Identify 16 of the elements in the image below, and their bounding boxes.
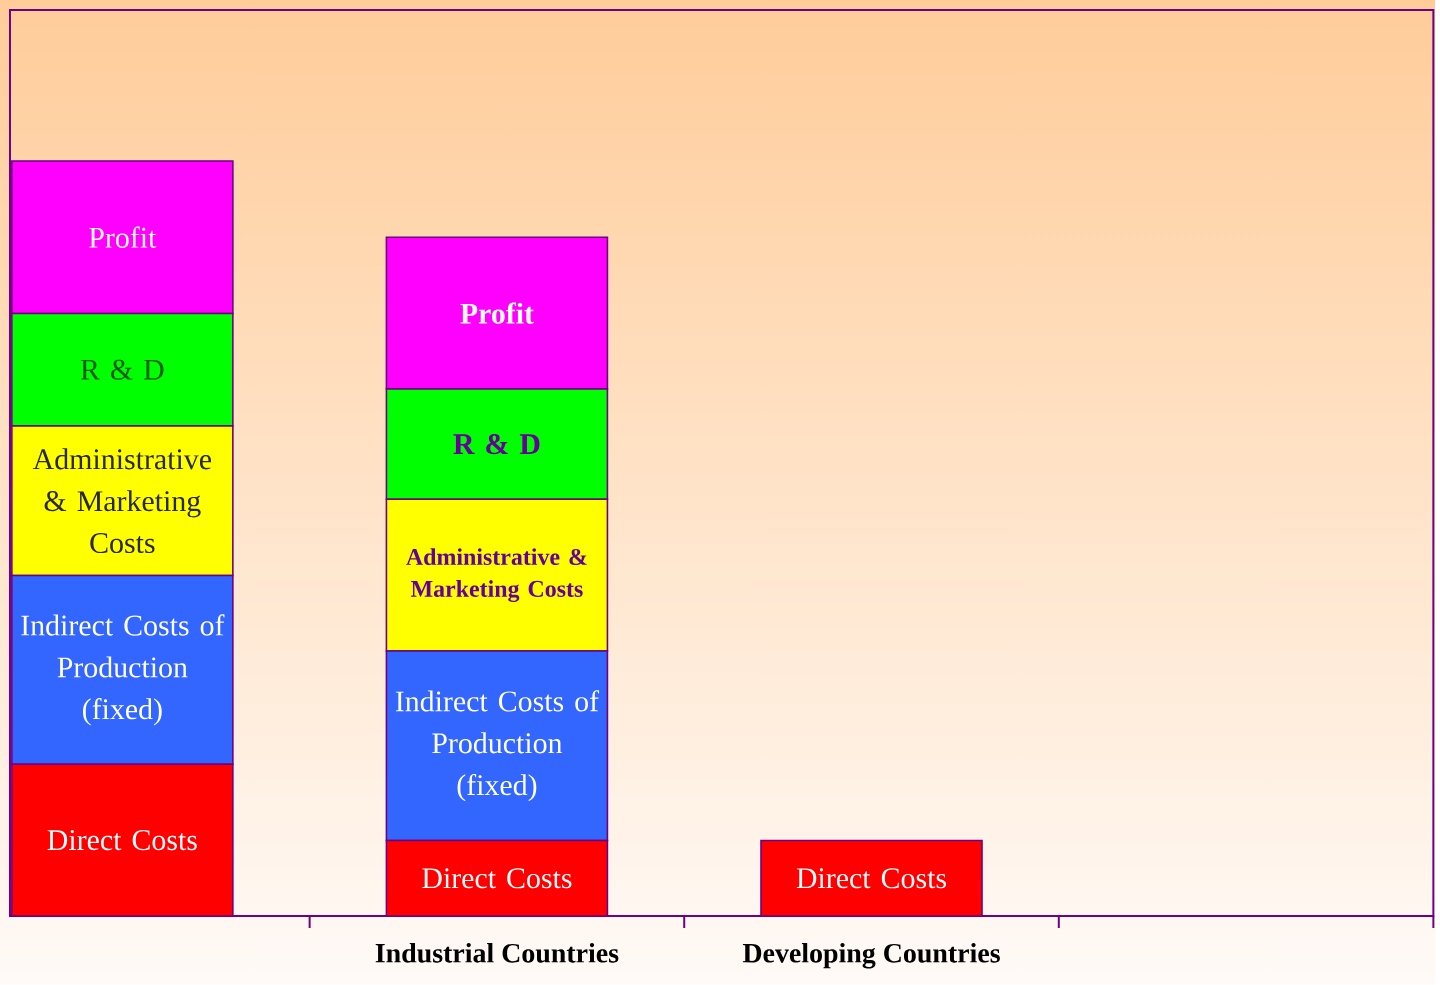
text: R & D [80,359,164,380]
series-label: Direct Costs [422,868,572,889]
text: Indirect Costs of Production (fixed) [395,690,600,802]
text: Profit [89,226,157,248]
series-label: Administrative & Marketing Costs [406,548,587,603]
text: Direct Costs [47,830,197,851]
text: Direct Costs [796,868,946,889]
x-tick-label: Developing Countries [742,943,1000,969]
series-label: R & D [453,434,540,455]
series-label: Profit [460,302,534,324]
text: Administrative & Marketing Costs [32,448,212,554]
bar [11,763,234,917]
x-tick-label: Industrial Countries [375,943,619,963]
bar [760,839,983,917]
series-label: Indirect Costs of Production (fixed) [21,614,225,726]
bar [385,839,609,917]
